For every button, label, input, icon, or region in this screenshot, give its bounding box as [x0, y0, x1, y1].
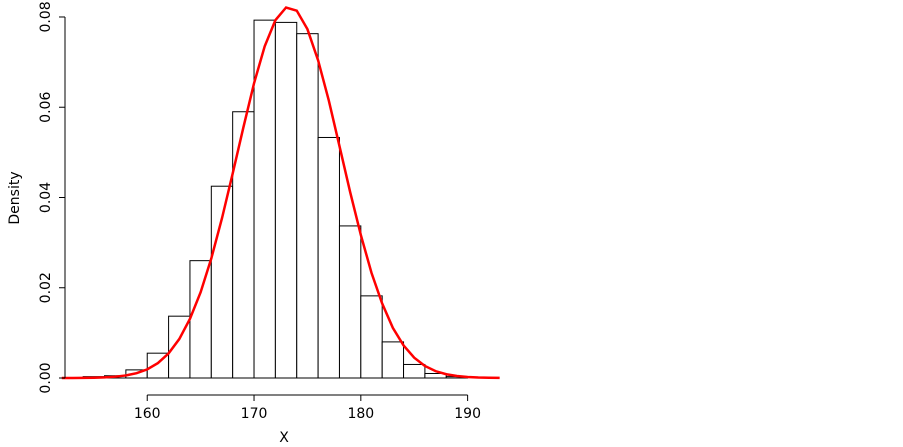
histogram-bar	[189, 260, 212, 379]
x-tick-label: 190	[454, 406, 481, 422]
histogram-bar	[338, 225, 362, 379]
histogram-bar	[296, 33, 319, 379]
histogram-bar	[360, 295, 383, 379]
y-tick-label: 0.04	[38, 182, 54, 213]
histogram-bar	[274, 21, 298, 379]
x-tick-label: 180	[347, 406, 374, 422]
x-axis-title: X	[279, 430, 289, 446]
y-tick-label: 0.08	[38, 1, 54, 32]
histogram-bar	[232, 111, 255, 379]
density-curve	[61, 6, 500, 380]
histogram-bar	[317, 136, 340, 379]
x-tick-label: 160	[134, 406, 161, 422]
y-tick-label: 0.02	[38, 272, 54, 303]
x-tick-label: 170	[241, 406, 268, 422]
y-tick-label: 0.06	[38, 92, 54, 123]
y-tick-label: 0.00	[38, 362, 54, 393]
y-axis-title: Density	[7, 171, 23, 224]
histogram-bar	[403, 363, 426, 379]
histogram-bar	[381, 341, 405, 379]
histogram-bar	[424, 372, 447, 379]
